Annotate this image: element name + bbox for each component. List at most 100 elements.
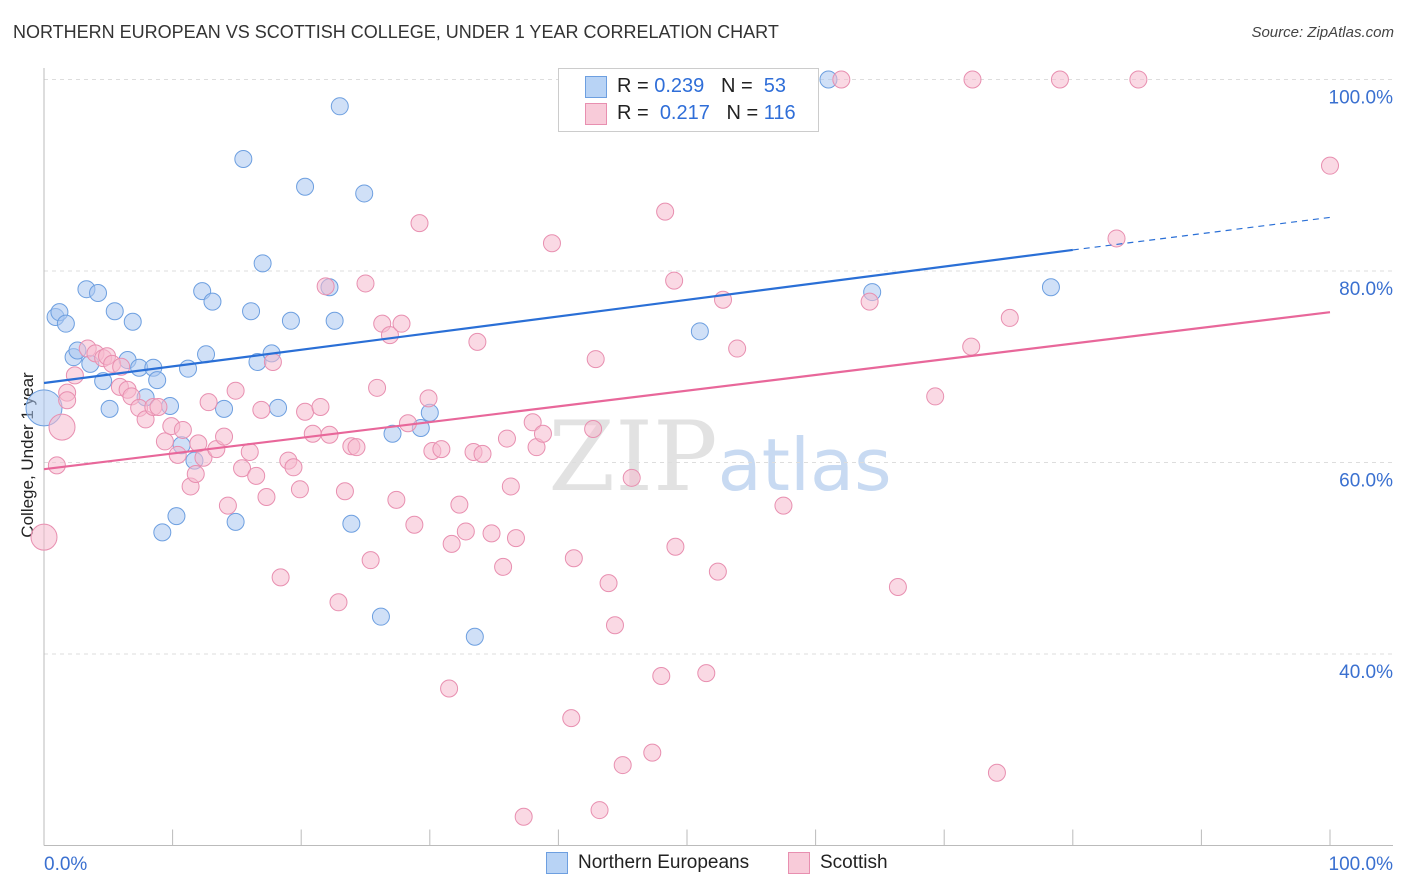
point-scottish [506,529,525,548]
point-scottish [962,337,981,356]
legend-r-label: R = [617,74,649,97]
point-scottish [652,667,671,686]
point-scottish [666,537,685,556]
point-scottish [586,350,605,369]
point-northern-europeans [355,184,374,203]
point-northern-europeans [89,284,108,303]
point-scottish [303,424,322,443]
legend-n-label: N = [720,74,753,97]
point-scottish [419,389,438,408]
bottom-legend-northern-europeans: Northern Europeans [546,852,749,874]
point-northern-europeans [383,424,402,443]
point-scottish [65,366,84,385]
point-scottish [440,679,459,698]
point-scottish [168,445,187,464]
point-scottish [728,339,747,358]
source-label: Source: ZipAtlas.com [1251,24,1394,41]
y-tick-label: 60.0% [1339,471,1393,492]
point-northern-europeans [56,314,75,333]
point-scottish [613,756,632,775]
point-northern-europeans [167,507,186,526]
point-scottish [665,271,684,290]
point-scottish [410,214,429,233]
point-northern-europeans [215,399,234,418]
point-scottish [226,381,245,400]
point-scottish [482,524,501,543]
point-scottish [112,357,131,376]
point-scottish [271,568,290,587]
point-scottish [218,496,237,515]
point-scottish [335,482,354,501]
point-northern-europeans [148,371,167,390]
legend-n-value: 116 [763,101,796,124]
point-northern-europeans [203,292,222,311]
point-scottish [622,468,641,487]
point-scottish [215,427,234,446]
chart-title: NORTHERN EUROPEAN VS SCOTTISH COLLEGE, U… [13,22,779,42]
point-scottish [240,442,259,461]
point-scottish [456,522,475,541]
legend-label: Scottish [820,852,888,873]
point-scottish [1050,70,1069,89]
point-scottish [30,523,58,551]
point-northern-europeans [105,302,124,321]
point-scottish [58,391,77,410]
point-scottish [590,801,609,820]
point-scottish [708,562,727,581]
point-scottish [432,440,451,459]
point-scottish [189,434,208,453]
point-scottish [356,274,375,293]
legend-swatch-scottish [585,103,607,125]
point-scottish [405,515,424,534]
point-scottish [542,234,561,253]
point-scottish [284,458,303,477]
point-scottish [888,577,907,596]
legend-r-label: R = [617,101,649,124]
point-scottish [501,477,520,496]
point-scottish [656,202,675,221]
point-northern-europeans [234,149,253,168]
point-scottish [860,292,879,311]
point-northern-europeans [242,302,261,321]
legend-r-value: 0.217 [659,101,710,124]
point-scottish [533,424,552,443]
point-scottish [361,551,380,570]
point-northern-europeans [281,311,300,330]
point-northern-europeans [100,399,119,418]
point-scottish [257,487,276,506]
point-scottish [1129,70,1148,89]
point-scottish [1107,229,1126,248]
point-scottish [523,413,542,432]
point-northern-europeans [690,322,709,341]
legend-swatch [546,852,568,874]
point-northern-europeans [296,177,315,196]
point-scottish [1000,308,1019,327]
point-northern-europeans [465,627,484,646]
point-scottish [514,807,533,826]
point-scottish [450,495,469,514]
point-northern-europeans [342,514,361,533]
point-scottish [473,444,492,463]
point-scottish [199,393,218,412]
point-scottish [774,496,793,515]
point-northern-europeans [153,523,172,542]
point-scottish [963,70,982,89]
point-scottish [47,456,66,475]
point-scottish [233,459,252,478]
trendline-solid [43,248,1073,385]
point-northern-europeans [269,398,288,417]
point-scottish [468,332,487,351]
point-northern-europeans [25,389,63,427]
point-scottish [263,352,282,371]
point-scottish [497,429,516,448]
point-scottish [173,420,192,439]
point-scottish [442,534,461,553]
point-northern-europeans [123,312,142,331]
y-tick-label: 40.0% [1339,662,1393,683]
point-scottish [494,557,513,576]
point-scottish [562,709,581,728]
legend: R = 0.239 N = 53 R = 0.217 N = 116 [558,68,819,132]
point-scottish [316,277,335,296]
point-scottish [48,413,76,441]
